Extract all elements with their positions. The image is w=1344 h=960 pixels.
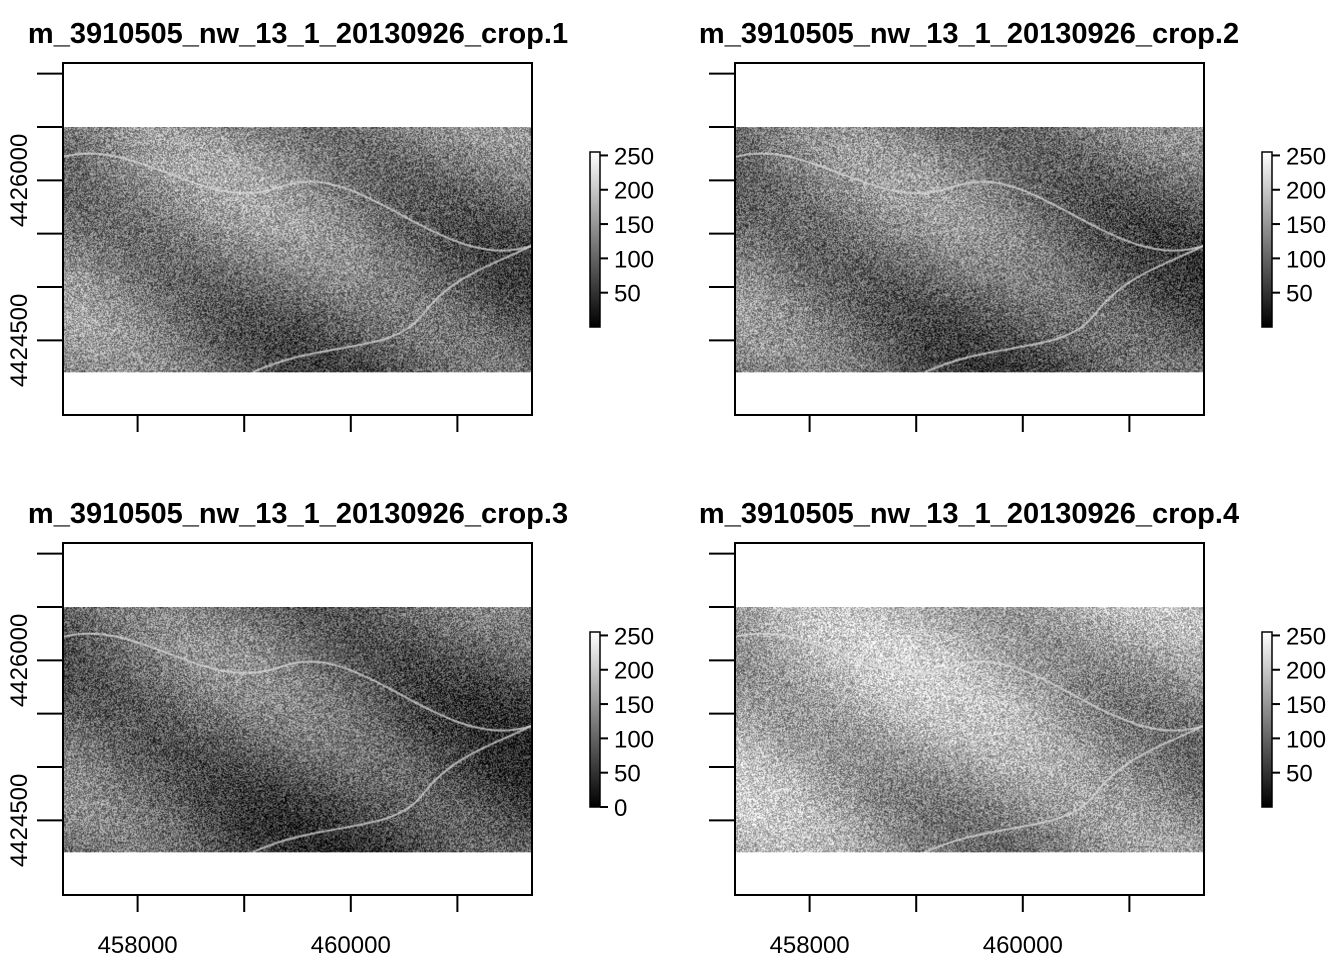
plot-frame bbox=[734, 542, 1205, 896]
colorbar-tick-label: 100 bbox=[614, 726, 654, 753]
panel-title: m_3910505_nw_13_1_20130926_crop.2 bbox=[699, 18, 1239, 50]
colorbar bbox=[1261, 631, 1273, 808]
colorbar-tick-label: 50 bbox=[614, 761, 641, 788]
panel-2: m_3910505_nw_13_1_20130926_crop.2 50 100 15… bbox=[699, 18, 1326, 432]
colorbar bbox=[1261, 151, 1273, 328]
colorbar-tick-label: 100 bbox=[1286, 246, 1326, 273]
colorbar-tick-label: 150 bbox=[1286, 212, 1326, 239]
plot-frame bbox=[734, 62, 1205, 416]
colorbar-tick-label: 0 bbox=[614, 795, 627, 822]
x-tick-label: 460000 bbox=[983, 932, 1063, 959]
colorbar-tick-label: 100 bbox=[1286, 726, 1326, 753]
panel-title: m_3910505_nw_13_1_20130926_crop.4 bbox=[699, 498, 1239, 530]
x-tick-label: 458000 bbox=[98, 932, 178, 959]
colorbar-tick-label: 50 bbox=[1286, 281, 1313, 308]
panel-4: m_3910505_nw_13_1_20130926_crop.4 458000 4… bbox=[699, 498, 1326, 959]
colorbar-tick-label: 200 bbox=[1286, 658, 1326, 685]
x-tick-label: 458000 bbox=[770, 932, 850, 959]
raster-image bbox=[735, 127, 1204, 373]
y-tick-label: 4424500 bbox=[6, 774, 33, 867]
panel-3: m_3910505_nw_13_1_20130926_crop.3 4424500… bbox=[6, 498, 654, 959]
colorbar-tick-label: 250 bbox=[1286, 143, 1326, 170]
y-tick-label: 4424500 bbox=[6, 294, 33, 387]
plot-frame bbox=[62, 62, 533, 416]
colorbar-tick-label: 150 bbox=[1286, 692, 1326, 719]
colorbar-tick-label: 250 bbox=[614, 623, 654, 650]
x-tick-label: 460000 bbox=[311, 932, 391, 959]
colorbar-tick-label: 250 bbox=[614, 143, 654, 170]
y-tick-label: 4426000 bbox=[6, 614, 33, 707]
colorbar-tick-label: 150 bbox=[614, 692, 654, 719]
panel-1: m_3910505_nw_13_1_20130926_crop.1 4424500… bbox=[6, 18, 654, 432]
colorbar bbox=[589, 151, 601, 328]
raster-image bbox=[735, 607, 1204, 853]
colorbar-tick-label: 150 bbox=[614, 212, 654, 239]
colorbar-tick-label: 100 bbox=[614, 246, 654, 273]
colorbar-tick-label: 250 bbox=[1286, 623, 1326, 650]
colorbar-tick-label: 50 bbox=[614, 281, 641, 308]
colorbar-tick-label: 50 bbox=[1286, 761, 1313, 788]
colorbar-tick-label: 200 bbox=[614, 658, 654, 685]
panel-title: m_3910505_nw_13_1_20130926_crop.3 bbox=[28, 498, 568, 530]
panel-title: m_3910505_nw_13_1_20130926_crop.1 bbox=[28, 18, 568, 50]
raster-image bbox=[63, 127, 532, 373]
colorbar-tick-label: 200 bbox=[1286, 178, 1326, 205]
colorbar-tick-label: 200 bbox=[614, 178, 654, 205]
colorbar bbox=[589, 631, 601, 808]
raster-image bbox=[63, 607, 532, 853]
plot-frame bbox=[62, 542, 533, 896]
y-tick-label: 4426000 bbox=[6, 134, 33, 227]
